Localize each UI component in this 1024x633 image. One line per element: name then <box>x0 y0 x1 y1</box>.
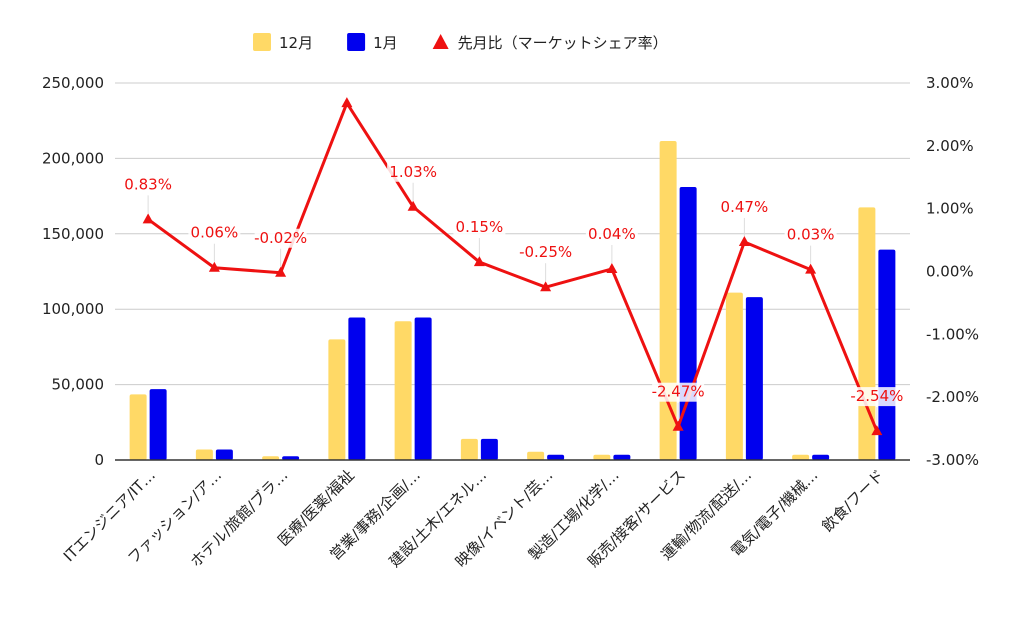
bar-december <box>593 454 611 460</box>
data-label-background <box>453 218 506 238</box>
y-left-tick-label: 250,000 <box>42 74 104 92</box>
bar-january <box>282 456 300 460</box>
data-label-background <box>850 387 903 407</box>
y-left-tick-label: 50,000 <box>52 376 105 394</box>
bar-january <box>149 389 167 460</box>
category-label: 飲食/フード <box>818 466 887 535</box>
data-label: 0.47% <box>721 198 769 216</box>
y-right-tick-label: 1.00% <box>926 200 974 218</box>
legend-label: 1月 <box>373 34 398 52</box>
data-label: 0.15% <box>456 218 504 236</box>
right-axis: -3.00% -2.00% -1.00% 0.00% 1.00% 2.00% 3.00% <box>926 74 979 469</box>
gridlines <box>115 82 910 386</box>
bar-december <box>725 292 743 460</box>
data-label: -2.47% <box>652 383 705 401</box>
legend-swatch-january <box>347 33 366 51</box>
data-label-background <box>784 225 837 245</box>
line-point-marker <box>606 262 618 273</box>
line-point-marker <box>672 420 684 431</box>
data-label-background <box>188 223 241 243</box>
bar-january <box>480 438 498 460</box>
line-point-marker <box>473 256 485 267</box>
line-point-marker <box>341 97 353 108</box>
data-label: -2.54% <box>850 387 903 405</box>
y-right-tick-label: 0.00% <box>926 263 974 281</box>
bar-december <box>195 449 213 460</box>
data-label-background <box>718 197 771 217</box>
bar-january <box>745 297 763 460</box>
y-right-tick-label: 3.00% <box>926 74 974 92</box>
y-right-tick-label: -2.00% <box>926 388 979 406</box>
data-label: -0.25% <box>519 243 572 261</box>
line-point-marker <box>208 261 220 272</box>
bar-january <box>414 317 432 460</box>
category-labels: ITエンジニア/IT…ファッション/ア…ホテル/旅館/ブラ…医療/医薬/福祉営業… <box>60 466 888 571</box>
bars <box>129 141 896 461</box>
line-point-marker <box>871 425 883 436</box>
market-share-line: 0.83% 0.06% -0.02% 1.03% 0.15% -0.25% 0.04% -2.… <box>122 97 903 436</box>
y-left-tick-label: 150,000 <box>42 225 104 243</box>
legend-label: 先月比（マーケットシェア率） <box>458 34 668 52</box>
bar-december <box>262 456 280 460</box>
line-point-marker <box>805 263 817 274</box>
bar-january <box>348 317 366 460</box>
data-label-background <box>585 224 638 244</box>
bar-december <box>394 321 412 460</box>
bar-january <box>878 249 896 460</box>
bar-december <box>527 451 545 460</box>
y-left-tick-label: 100,000 <box>42 300 104 318</box>
y-right-tick-label: -1.00% <box>926 325 979 343</box>
line-point-marker <box>407 200 419 211</box>
line-point-marker <box>540 281 552 292</box>
data-label-background <box>122 175 175 195</box>
data-label: 1.03% <box>389 163 437 181</box>
line-point-marker <box>142 213 154 224</box>
bar-december <box>328 339 346 460</box>
data-label: 0.04% <box>588 225 636 243</box>
legend-label: 12月 <box>279 34 313 52</box>
bar-january <box>812 454 830 460</box>
data-label: -0.02% <box>254 229 307 247</box>
legend: 12月 1月 先月比（マーケットシェア率） <box>253 33 668 52</box>
bar-december <box>659 141 677 461</box>
bar-january <box>613 454 631 460</box>
y-right-tick-label: -3.00% <box>926 451 979 469</box>
bar-december <box>129 394 147 460</box>
legend-swatch-december <box>253 33 271 51</box>
line-point-marker <box>275 266 287 277</box>
y-left-tick-label: 200,000 <box>42 149 104 167</box>
bar-january <box>215 449 233 460</box>
line-point-marker <box>738 235 750 246</box>
data-label-background <box>387 162 440 182</box>
line-series-path <box>147 101 879 432</box>
data-label: 0.83% <box>124 175 172 193</box>
y-left-tick-label: 0 <box>94 451 104 469</box>
data-label-background <box>652 382 705 402</box>
data-label: 0.03% <box>787 226 835 244</box>
data-label: 0.06% <box>191 224 239 242</box>
left-axis: 0 50,000 100,000 150,000 200,000 250,000 <box>42 74 104 469</box>
data-label-background <box>254 228 307 248</box>
legend-swatch-market-share <box>432 34 449 49</box>
bar-january <box>547 454 565 460</box>
y-right-tick-label: 2.00% <box>926 137 974 155</box>
bar-december <box>460 438 478 460</box>
data-label-background <box>519 243 572 263</box>
bar-december <box>792 454 810 460</box>
